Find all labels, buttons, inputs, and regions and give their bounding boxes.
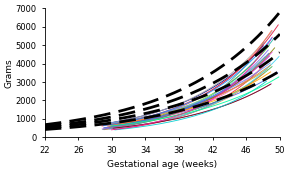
X-axis label: Gestational age (weeks): Gestational age (weeks) <box>107 160 218 169</box>
Y-axis label: Grams: Grams <box>5 58 14 88</box>
